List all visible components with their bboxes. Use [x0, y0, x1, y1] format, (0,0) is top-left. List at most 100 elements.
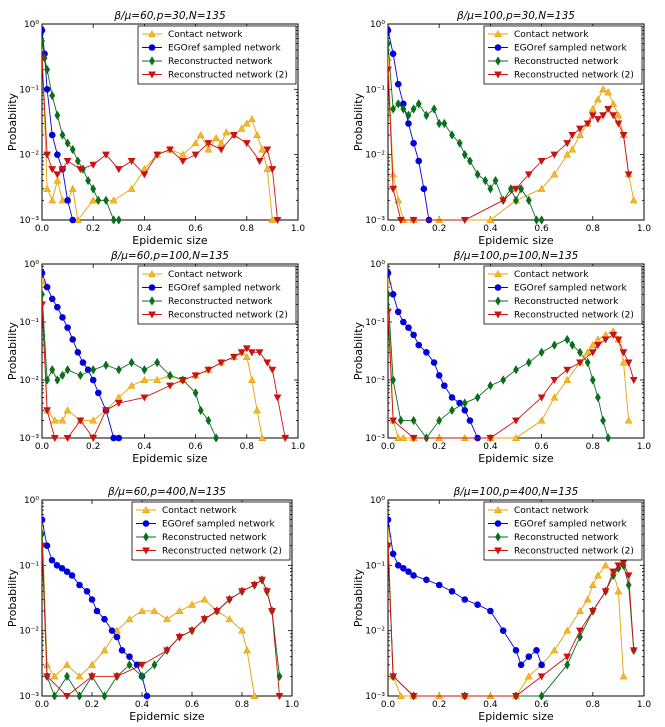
plot-area — [388, 516, 638, 700]
data-point-reconstructed2 — [537, 157, 546, 166]
data-point-egoref — [461, 596, 469, 603]
x-axis-label: Epidemic size — [129, 710, 205, 723]
plot-area — [42, 515, 284, 700]
data-point-egoref — [466, 417, 474, 424]
y-tick-label: 10⁻¹ — [19, 561, 39, 571]
data-point-reconstructed — [388, 39, 391, 49]
data-point-egoref — [108, 627, 116, 634]
data-point-contact — [50, 672, 59, 680]
legend-label-reconstructed2: Reconstructed network (2) — [168, 311, 288, 321]
legend-frame — [131, 501, 291, 561]
data-point-reconstructed — [64, 365, 71, 375]
data-point-reconstructed — [192, 388, 199, 398]
data-point-reconstructed2 — [609, 568, 618, 576]
data-point-contact — [63, 406, 72, 414]
data-point-egoref — [394, 80, 402, 88]
data-point-egoref — [400, 318, 407, 326]
legend-label-reconstructed: Reconstructed network — [514, 57, 619, 67]
data-point-reconstructed — [467, 156, 473, 166]
legend-frame — [137, 265, 297, 325]
data-point-reconstructed — [400, 104, 407, 114]
data-point-egoref — [58, 565, 66, 572]
data-point-reconstructed2 — [396, 216, 405, 224]
data-point-reconstructed2 — [619, 131, 628, 140]
data-point-contact — [53, 176, 62, 184]
data-point-reconstructed2 — [629, 376, 638, 385]
data-point-reconstructed — [77, 370, 84, 381]
data-point-reconstructed2 — [268, 366, 277, 374]
chart-panel-6: β/μ=100,p=400,N=135 0.0 0.2 0.4 0.6 0.8 1.0 10⁻… — [352, 486, 651, 723]
data-point-contact — [68, 184, 77, 192]
legend: Contact network EGOref sampled network Rec… — [137, 25, 297, 85]
x-tick-label: 0.8 — [240, 224, 255, 234]
data-point-egoref — [538, 661, 545, 669]
series-reconstructed2 — [388, 66, 633, 224]
data-point-contact — [583, 348, 592, 356]
data-point-contact — [524, 672, 533, 680]
legend-marker-reconstructed2 — [142, 547, 150, 555]
y-axis-label: Probability — [6, 568, 19, 627]
y-tick-label: 10⁻² — [19, 627, 39, 637]
data-point-egoref — [448, 588, 456, 595]
data-point-egoref — [394, 562, 402, 569]
data-point-reconstructed2 — [255, 157, 264, 166]
data-point-reconstructed2 — [258, 576, 266, 584]
series-reconstructed2 — [42, 542, 284, 700]
data-point-reconstructed2 — [588, 349, 597, 357]
data-point-contact — [89, 416, 98, 424]
data-point-reconstructed — [589, 375, 596, 385]
data-point-reconstructed — [577, 347, 583, 357]
data-point-egoref — [415, 341, 423, 349]
x-tick-label: 0.8 — [586, 442, 601, 452]
x-tick-label: 0.8 — [586, 700, 601, 710]
legend-label-contact: Contact network — [162, 506, 237, 516]
data-point-reconstructed — [487, 184, 494, 194]
data-point-contact — [225, 615, 234, 623]
data-point-egoref — [410, 572, 417, 579]
y-tick-label: 10⁻¹ — [19, 318, 39, 328]
data-point-egoref — [405, 324, 412, 331]
data-point-reconstructed2 — [217, 146, 226, 154]
data-point-contact — [594, 335, 602, 343]
data-point-reconstructed2 — [140, 394, 149, 402]
x-tick-label: 0.2 — [432, 442, 446, 452]
data-point-contact — [624, 416, 633, 424]
x-tick-label: 0.8 — [240, 442, 255, 452]
data-point-reconstructed — [436, 415, 443, 426]
data-point-reconstructed — [564, 660, 571, 670]
data-point-reconstructed2 — [43, 673, 51, 681]
y-tick-label: 10⁻¹ — [19, 85, 39, 95]
data-point-reconstructed — [564, 334, 571, 345]
data-point-egoref — [474, 601, 481, 608]
data-point-reconstructed2 — [191, 372, 200, 380]
legend-marker-contact — [148, 29, 156, 38]
data-point-contact — [212, 133, 220, 142]
data-point-reconstructed — [103, 360, 109, 370]
data-point-egoref — [54, 303, 61, 311]
data-point-contact — [100, 646, 109, 654]
data-point-reconstructed — [410, 415, 417, 426]
data-point-reconstructed — [110, 215, 117, 224]
legend-marker-egoref — [148, 44, 156, 51]
data-point-reconstructed2 — [409, 692, 418, 700]
y-tick-label: 10⁻¹ — [365, 561, 385, 571]
data-point-contact — [588, 341, 597, 349]
data-point-contact — [204, 145, 213, 153]
legend-frame — [137, 25, 297, 85]
data-point-reconstructed — [388, 289, 391, 299]
plot-frame — [387, 23, 645, 221]
series-egoref — [42, 516, 151, 700]
y-tick-label: 10⁻² — [19, 151, 39, 161]
y-axis-label: Probability — [352, 92, 365, 151]
data-point-contact — [576, 606, 584, 615]
legend-label-reconstructed2: Reconstructed network (2) — [514, 71, 634, 81]
data-point-reconstructed — [415, 99, 422, 109]
data-point-reconstructed2 — [594, 116, 602, 124]
data-point-reconstructed — [74, 156, 81, 166]
y-axis-label: Probability — [6, 321, 19, 380]
data-point-contact — [127, 184, 136, 192]
legend-marker-contact — [148, 269, 156, 278]
series-line-reconstructed2 — [388, 545, 635, 697]
data-point-contact — [563, 626, 572, 634]
data-point-contact — [178, 150, 187, 158]
